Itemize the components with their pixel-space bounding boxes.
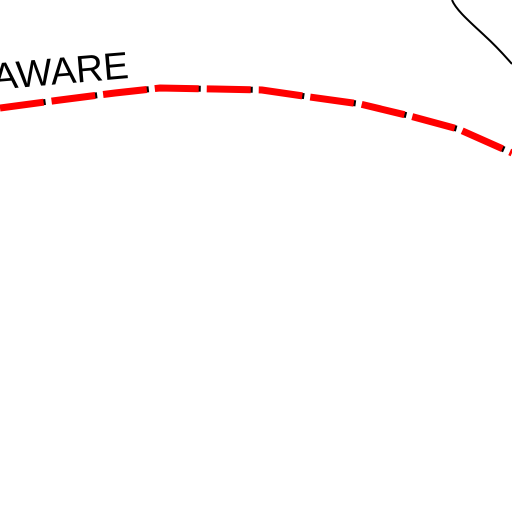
outline-curve [451, 0, 512, 65]
boundary-line-underlay [0, 84, 512, 156]
boundary-line [0, 84, 512, 157]
